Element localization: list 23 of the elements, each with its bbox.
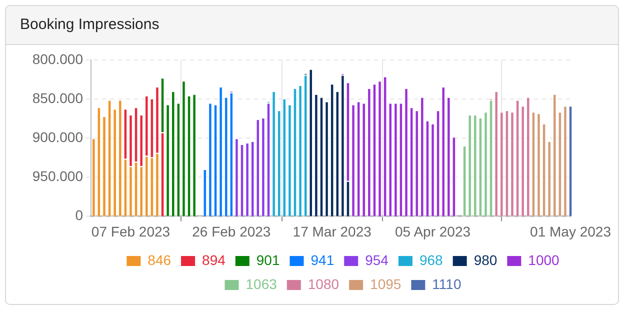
x-tick-label: 26 Feb 2023 bbox=[192, 223, 271, 240]
legend-label: 1095 bbox=[370, 276, 402, 292]
legend-label: 846 bbox=[148, 252, 172, 268]
text: 900.000 bbox=[32, 128, 84, 145]
legend-label: 968 bbox=[419, 252, 444, 268]
legend-label: 941 bbox=[310, 252, 334, 268]
x-tick-label: 01 May 2023 bbox=[530, 223, 612, 240]
text: 950.000 bbox=[32, 168, 84, 184]
legend-label: 901 bbox=[256, 252, 280, 268]
x-tick-label: 05 Apr 2023 bbox=[395, 223, 471, 240]
text: 0 bbox=[75, 207, 84, 224]
legend-label: 894 bbox=[202, 252, 226, 268]
chart-title: Booking Impressions bbox=[6, 6, 618, 45]
text: 850.000 bbox=[32, 90, 84, 106]
legend-label: 1063 bbox=[246, 276, 278, 292]
x-tick-label: 07 Feb 2023 bbox=[91, 223, 170, 240]
legend-label: 980 bbox=[474, 252, 498, 268]
legend-label: 954 bbox=[365, 252, 389, 268]
legend-label: 1110 bbox=[432, 276, 462, 292]
x-tick-label: 17 Mar 2023 bbox=[292, 223, 372, 240]
legend-label: 1000 bbox=[528, 252, 560, 268]
legend-label: 1080 bbox=[308, 276, 340, 292]
text: 800.000 bbox=[32, 50, 84, 67]
